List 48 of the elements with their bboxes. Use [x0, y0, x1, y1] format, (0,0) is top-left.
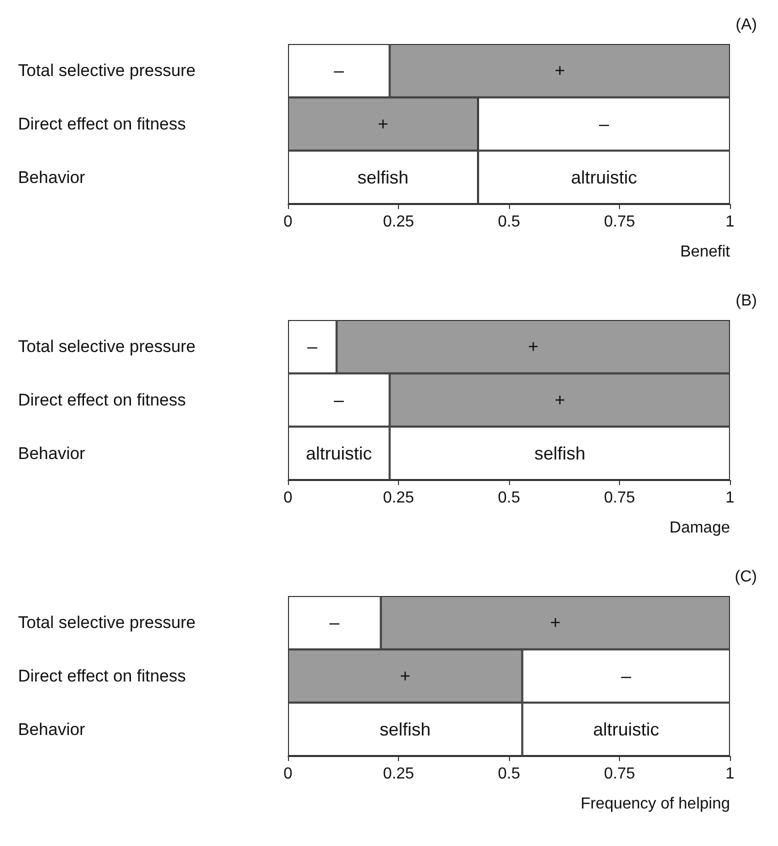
x-tick-label: 0.25 — [382, 766, 414, 782]
x-tick-label: 0 — [284, 490, 293, 506]
x-axis-title: Damage — [670, 520, 730, 536]
data-label: + — [554, 390, 566, 410]
x-tick-label: 0.75 — [604, 766, 636, 782]
x-tick-label: 0.25 — [382, 214, 414, 230]
data-label: + — [378, 114, 388, 134]
y-tick-label: Direct effect on fitness — [18, 390, 186, 410]
data-label: – — [599, 114, 610, 134]
data-label: – — [621, 666, 632, 686]
x-tick-label: 1 — [726, 490, 735, 506]
y-tick-label: Behavior — [18, 444, 86, 463]
x-tick-label: 0.25 — [382, 490, 414, 506]
data-label: + — [554, 60, 566, 81]
data-label: selfish — [380, 719, 431, 740]
x-tick-label: 0 — [284, 214, 293, 230]
data-label: altruistic — [593, 719, 660, 740]
y-tick-label: Total selective pressure — [18, 337, 196, 356]
data-label: – — [334, 60, 344, 81]
y-tick-label: Behavior — [18, 168, 86, 187]
chart-title: (C) — [734, 568, 758, 586]
x-tick-label: 0.5 — [498, 490, 520, 506]
chart-title: (A) — [736, 16, 757, 34]
data-label: selfish — [534, 443, 586, 464]
data-label: selfish — [358, 167, 409, 188]
x-tick-label: 0.5 — [498, 214, 520, 230]
x-axis-title: Frequency of helping — [580, 796, 730, 812]
data-label: + — [550, 612, 561, 633]
x-tick-label: 0.75 — [604, 490, 636, 506]
data-label: – — [334, 390, 344, 410]
y-tick-label: Total selective pressure — [18, 61, 196, 80]
data-label: – — [329, 612, 340, 633]
x-tick-label: 1 — [726, 214, 735, 230]
data-label: altruistic — [571, 167, 638, 188]
data-label: + — [528, 336, 539, 357]
y-tick-label: Direct effect on fitness — [18, 666, 186, 686]
data-label: altruistic — [306, 443, 372, 464]
y-tick-label: Direct effect on fitness — [18, 114, 186, 134]
x-tick-label: 0 — [284, 766, 293, 782]
x-tick-label: 1 — [726, 766, 735, 782]
y-tick-label: Behavior — [18, 720, 86, 739]
data-label: – — [307, 336, 318, 357]
x-axis-title: Benefit — [680, 244, 731, 260]
chart-title: (B) — [736, 292, 757, 310]
x-tick-label: 0.5 — [498, 766, 520, 782]
data-label: + — [400, 666, 410, 686]
y-tick-label: Total selective pressure — [18, 613, 196, 632]
x-tick-label: 0.75 — [604, 214, 636, 230]
